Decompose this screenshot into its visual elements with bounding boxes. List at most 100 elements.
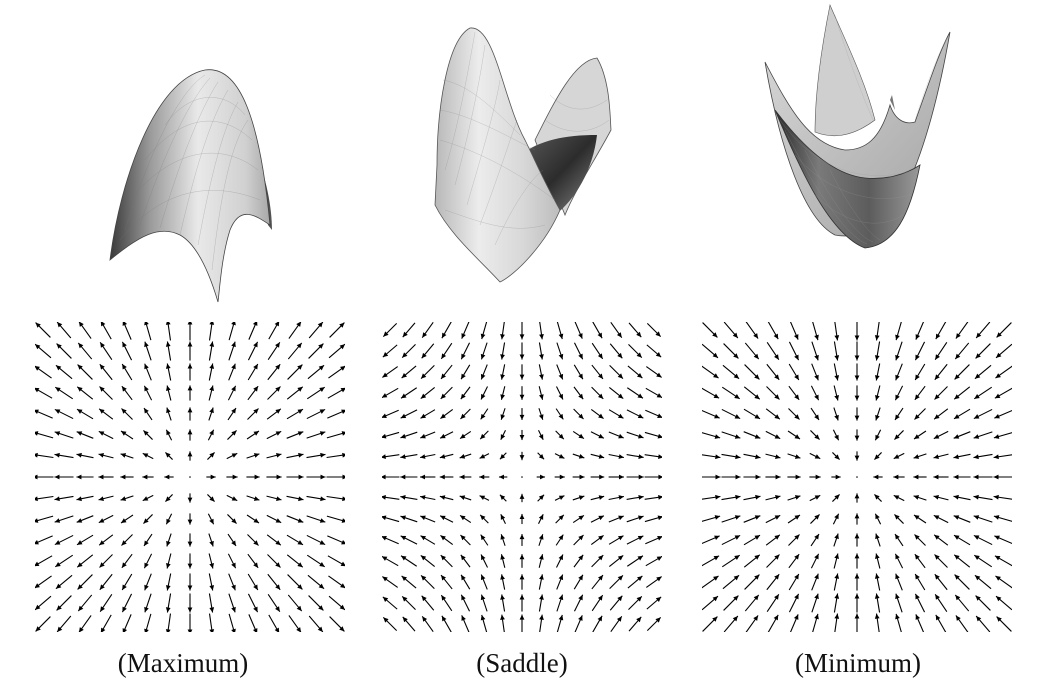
field-arrowhead <box>617 373 623 379</box>
field-arrowhead <box>460 433 466 439</box>
field-arrowhead <box>558 554 563 561</box>
field-arrowhead <box>519 435 525 441</box>
field-arrowhead <box>834 335 840 341</box>
field-arrowhead <box>76 496 82 502</box>
field-arrowhead <box>420 454 426 459</box>
field-arrowhead <box>734 434 741 439</box>
field-arrowhead <box>657 536 662 541</box>
field-arrowhead <box>814 434 820 440</box>
field-arrowhead <box>598 495 605 500</box>
field-arrowhead <box>98 453 104 458</box>
field-arrowhead <box>558 433 564 440</box>
field-arrowhead <box>231 628 236 632</box>
field-arrowhead <box>754 535 761 540</box>
field-arrowhead <box>834 434 839 441</box>
field-arrowhead <box>231 584 236 591</box>
field-arrowhead <box>143 518 149 524</box>
field-arrowhead <box>460 393 466 400</box>
field-arrowhead <box>500 534 506 540</box>
field-arrowhead <box>875 434 880 441</box>
field-arrowhead <box>895 593 900 600</box>
maximum-vector-field <box>35 322 345 632</box>
field-arrowhead <box>480 353 486 360</box>
field-arrowhead <box>933 474 939 480</box>
field-arrowhead <box>794 434 800 439</box>
field-arrowhead <box>656 576 662 582</box>
field-arrowhead <box>854 533 860 539</box>
field-arrowhead <box>773 614 779 621</box>
field-arrowhead <box>231 496 238 501</box>
field-arrowhead <box>658 474 662 480</box>
field-arrowhead <box>441 353 447 359</box>
caption-saddle: (Saddle) <box>476 648 568 678</box>
field-arrowhead <box>297 431 304 436</box>
field-arrowhead <box>994 555 1001 561</box>
field-arrowhead <box>895 374 900 381</box>
field-arrowhead <box>519 594 525 600</box>
field-arrowhead <box>894 434 900 440</box>
field-arrowhead <box>854 335 860 341</box>
field-arrowhead <box>996 352 1002 358</box>
field-arrowhead <box>712 332 718 338</box>
field-center-dot <box>521 476 523 478</box>
field-arrowhead <box>638 433 644 439</box>
field-arrowhead <box>35 496 38 502</box>
field-arrowhead <box>973 474 979 480</box>
field-arrowhead <box>55 365 62 371</box>
field-arrowhead <box>754 515 761 520</box>
field-arrow <box>208 322 213 341</box>
field-arrowhead <box>538 394 544 400</box>
field-arrowhead <box>144 606 149 613</box>
field-arrowhead <box>318 365 325 371</box>
field-arrowhead <box>913 474 919 480</box>
field-arrowhead <box>558 614 564 621</box>
field-arrowhead <box>617 555 624 561</box>
field-arrowhead <box>914 554 920 560</box>
field-arrowhead <box>320 496 326 502</box>
field-arrowhead <box>854 415 860 421</box>
caption-maximum: (Maximum) <box>117 648 249 678</box>
field-arrowhead <box>421 595 427 602</box>
field-arrowhead <box>933 454 939 459</box>
field-arrowhead <box>558 594 564 601</box>
field-arrowhead <box>275 364 281 370</box>
field-arrowhead <box>382 433 387 439</box>
field-arrowhead <box>854 395 860 401</box>
field-arrowhead <box>382 596 389 602</box>
field-arrowhead <box>341 518 345 523</box>
field-arrowhead <box>400 535 407 541</box>
field-arrowhead <box>598 433 604 439</box>
field-arrowhead <box>895 534 900 540</box>
field-arrowhead <box>895 394 900 401</box>
field-arrowhead <box>995 373 1001 379</box>
field-arrowhead <box>54 540 61 545</box>
field-arrowhead <box>854 593 860 599</box>
field-arrowhead <box>296 627 302 632</box>
field-arrowhead <box>834 375 840 381</box>
field-arrowhead <box>144 628 149 632</box>
field-arrowhead <box>459 454 466 459</box>
field-arrowhead <box>774 554 780 560</box>
field-arrowhead <box>755 474 761 480</box>
field-arrowhead <box>480 614 486 621</box>
field-arrowhead <box>794 354 799 361</box>
field-arrowhead <box>913 495 920 500</box>
field-arrow <box>326 454 345 459</box>
field-arrowhead <box>578 353 583 360</box>
field-arrowhead <box>383 331 389 337</box>
field-arrowhead <box>120 496 127 501</box>
field-arrowhead <box>874 454 880 460</box>
field-arrowhead <box>480 514 486 521</box>
field-arrowhead <box>480 413 486 420</box>
field-arrowhead <box>893 454 900 459</box>
field-arrowhead <box>994 535 1000 541</box>
field-arrowhead <box>953 434 960 439</box>
field-arrowhead <box>914 414 920 420</box>
field-arrowhead <box>953 494 959 500</box>
saddle-vector-field <box>382 322 662 632</box>
field-arrowhead <box>98 518 105 523</box>
field-arrowhead <box>656 393 662 398</box>
field-arrowhead <box>54 496 60 502</box>
field-arrowhead <box>814 414 819 420</box>
field-arrowhead <box>935 333 941 340</box>
